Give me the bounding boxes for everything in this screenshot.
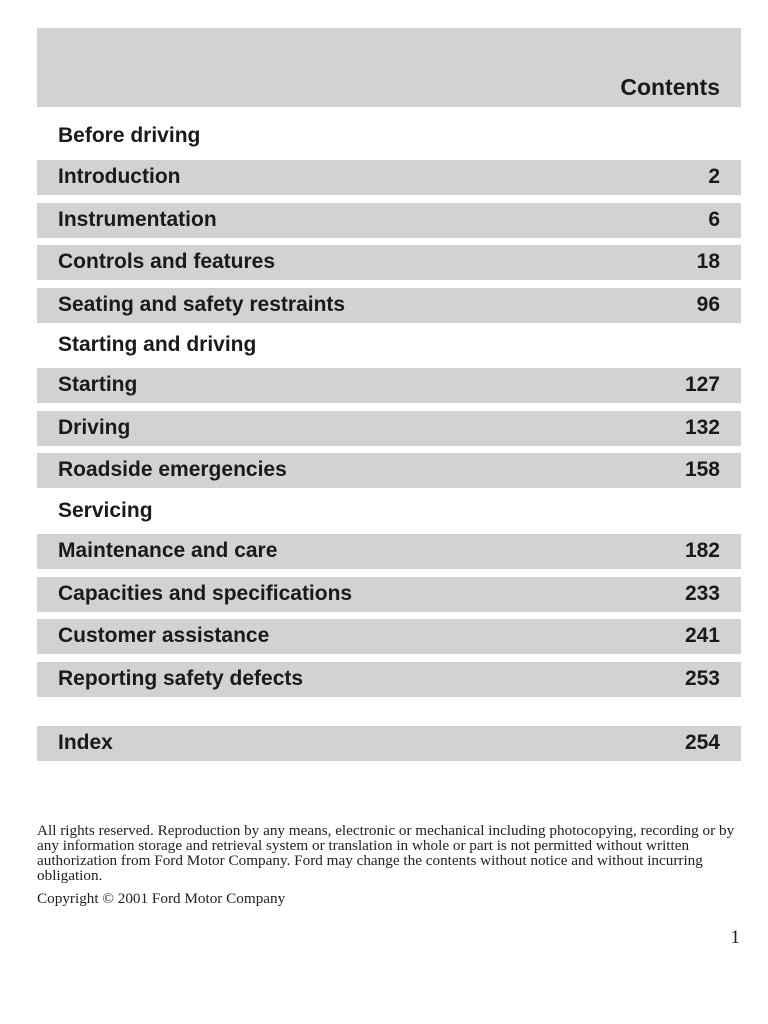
toc-entry-page: 132 [684,416,720,439]
toc-entry-roadside-emergencies[interactable]: Roadside emergencies 158 [37,453,741,488]
toc-entry-capacities-and-specifications[interactable]: Capacities and specifications 233 [37,577,741,612]
toc-entry-label: Maintenance and care [58,539,278,562]
toc-entry-introduction[interactable]: Introduction 2 [37,160,741,195]
toc-entry-page: 158 [684,458,720,481]
toc-entry-label: Capacities and specifications [58,582,353,605]
toc-entry-label: Seating and safety restraints [58,293,346,316]
toc-entry-label: Reporting safety defects [58,667,304,690]
toc-entry-label: Driving [58,416,131,439]
section-servicing: Servicing [58,499,153,522]
toc-entry-instrumentation[interactable]: Instrumentation 6 [37,203,741,238]
toc-entry-driving[interactable]: Driving 132 [37,411,741,446]
toc-entry-page: 6 [708,208,720,231]
contents-header: Contents [37,28,741,107]
toc-entry-maintenance-and-care[interactable]: Maintenance and care 182 [37,534,741,569]
toc-entry-label: Controls and features [58,250,276,273]
toc-entry-reporting-safety-defects[interactable]: Reporting safety defects 253 [37,662,741,697]
toc-entry-label: Instrumentation [58,208,217,231]
toc-entry-page: 241 [684,624,720,647]
toc-entry-controls-and-features[interactable]: Controls and features 18 [37,245,741,280]
toc-entry-customer-assistance[interactable]: Customer assistance 241 [37,619,741,654]
toc-entry-seating-and-safety-restraints[interactable]: Seating and safety restraints 96 [37,288,741,323]
page-title: Contents [620,74,720,100]
toc-entry-page: 127 [684,373,720,396]
copyright-notice: Copyright © 2001 Ford Motor Company [37,890,286,907]
toc-entry-label: Introduction [58,165,181,188]
legal-notice: All rights reserved. Reproduction by any… [37,822,735,884]
toc-entry-index[interactable]: Index 254 [37,726,741,761]
toc-entry-page: 2 [708,165,720,188]
toc-entry-page: 182 [684,539,720,562]
toc-entry-page: 253 [684,667,720,690]
toc-entry-label: Customer assistance [58,624,270,647]
toc-entry-page: 254 [684,731,720,754]
toc-entry-page: 96 [696,293,720,316]
toc-entry-label: Index [58,731,113,754]
section-starting-and-driving: Starting and driving [58,333,257,356]
page-number: 1 [730,927,741,948]
toc-entry-page: 233 [684,582,720,605]
toc-entry-label: Roadside emergencies [58,458,287,481]
toc-entry-label: Starting [58,373,138,396]
section-before-driving: Before driving [58,124,201,147]
toc-entry-starting[interactable]: Starting 127 [37,368,741,403]
toc-entry-page: 18 [696,250,720,273]
